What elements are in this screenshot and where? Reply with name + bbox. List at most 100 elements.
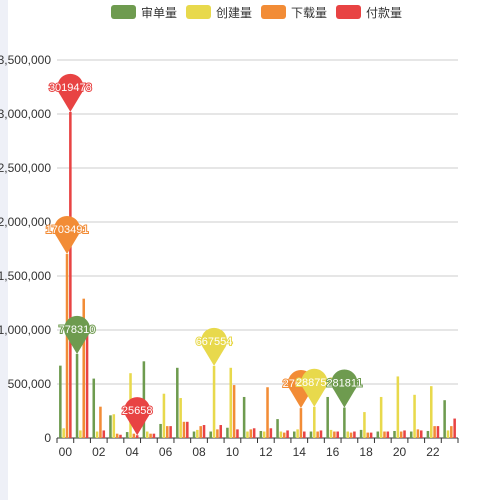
bar bbox=[450, 426, 453, 438]
y-tick-label: 0 bbox=[44, 431, 51, 445]
x-tick-label: 20 bbox=[393, 445, 407, 459]
bar bbox=[65, 254, 69, 438]
y-tick-label: 3,500,000 bbox=[0, 53, 51, 67]
bar bbox=[416, 429, 420, 438]
legend-item-series-2[interactable]: 下载量 bbox=[261, 4, 327, 20]
bar bbox=[166, 426, 169, 438]
bar bbox=[286, 430, 289, 438]
bar bbox=[353, 431, 356, 438]
bar bbox=[232, 385, 236, 438]
bar bbox=[299, 408, 303, 438]
bar bbox=[383, 431, 386, 438]
bar bbox=[132, 433, 136, 438]
marker-pin bbox=[331, 369, 358, 408]
bar bbox=[202, 425, 206, 438]
y-tick-label: 1,000,000 bbox=[0, 323, 51, 337]
bar bbox=[266, 387, 269, 438]
x-tick-label: 04 bbox=[126, 445, 140, 459]
bar bbox=[112, 414, 116, 438]
bar bbox=[346, 431, 349, 438]
bar bbox=[369, 432, 373, 438]
bar bbox=[326, 396, 329, 438]
bar bbox=[379, 396, 383, 438]
bar bbox=[419, 430, 423, 438]
marker-label: 667554 bbox=[196, 336, 233, 348]
bar bbox=[429, 386, 433, 438]
bar bbox=[186, 421, 189, 438]
bar bbox=[433, 426, 436, 438]
bar bbox=[176, 367, 179, 438]
bar bbox=[426, 430, 430, 438]
bar bbox=[62, 428, 65, 438]
bar bbox=[75, 353, 79, 438]
bar bbox=[219, 425, 223, 438]
bar bbox=[79, 430, 82, 438]
bar bbox=[333, 431, 336, 438]
x-tick-label: 06 bbox=[159, 445, 173, 459]
bar bbox=[399, 431, 403, 438]
bar bbox=[436, 426, 440, 438]
bar bbox=[169, 426, 172, 438]
bar bbox=[296, 429, 299, 438]
bar bbox=[376, 431, 380, 438]
bar bbox=[145, 431, 149, 438]
bar bbox=[152, 433, 156, 438]
bar bbox=[446, 430, 450, 438]
bar bbox=[409, 431, 413, 438]
bar bbox=[269, 428, 273, 438]
marker-label: 3019478 bbox=[49, 82, 92, 94]
bar bbox=[363, 412, 366, 438]
legend-swatch-series-1 bbox=[186, 5, 211, 19]
bar bbox=[316, 431, 319, 438]
bar bbox=[386, 431, 390, 438]
bar bbox=[393, 430, 396, 438]
bar bbox=[236, 429, 239, 438]
y-tick-label: 1,500,000 bbox=[0, 269, 51, 283]
bar bbox=[102, 430, 106, 438]
legend-label-series-0: 审单量 bbox=[141, 5, 178, 20]
marker-label: 281811 bbox=[326, 378, 362, 390]
legend-swatch-series-2 bbox=[261, 5, 286, 19]
x-tick-label: 18 bbox=[359, 445, 373, 459]
bar bbox=[359, 429, 363, 438]
x-tick-label: 02 bbox=[92, 445, 106, 459]
bar bbox=[276, 419, 279, 438]
legend-item-series-1[interactable]: 创建量 bbox=[186, 4, 252, 20]
bar bbox=[226, 427, 229, 438]
marker-label: 1703491 bbox=[46, 224, 89, 236]
bar bbox=[99, 406, 102, 438]
x-tick-label: 22 bbox=[426, 445, 440, 459]
bar bbox=[313, 406, 316, 438]
bar bbox=[216, 429, 219, 438]
legend-swatch-series-0 bbox=[111, 5, 136, 19]
bar bbox=[85, 330, 89, 438]
bar bbox=[246, 431, 249, 438]
marker-pin bbox=[57, 73, 84, 112]
bar bbox=[135, 435, 139, 438]
bar bbox=[159, 423, 162, 438]
bar bbox=[259, 430, 263, 438]
marker-pin bbox=[54, 215, 81, 255]
marker-pin bbox=[124, 397, 151, 436]
legend-swatch-series-3 bbox=[336, 5, 361, 19]
bar bbox=[182, 421, 186, 438]
bar bbox=[309, 431, 313, 438]
bar bbox=[125, 432, 129, 438]
bar bbox=[396, 376, 400, 438]
legend-label-series-1: 创建量 bbox=[216, 5, 253, 20]
x-tick-label: 12 bbox=[259, 445, 273, 459]
marker-label: 25658 bbox=[122, 405, 153, 417]
bar bbox=[403, 430, 406, 438]
bar bbox=[242, 396, 246, 438]
marker-pin bbox=[64, 315, 91, 354]
legend-item-series-3[interactable]: 付款量 bbox=[336, 4, 402, 20]
marker-label: 288754 bbox=[296, 377, 333, 389]
marker-pin bbox=[301, 368, 328, 407]
marker-label: 778310 bbox=[59, 324, 96, 336]
bar bbox=[336, 431, 339, 438]
bar bbox=[329, 429, 333, 438]
bar bbox=[95, 431, 99, 438]
legend-item-series-0[interactable]: 审单量 bbox=[111, 4, 177, 20]
page-edge-strip bbox=[0, 0, 8, 500]
bar bbox=[282, 432, 286, 438]
